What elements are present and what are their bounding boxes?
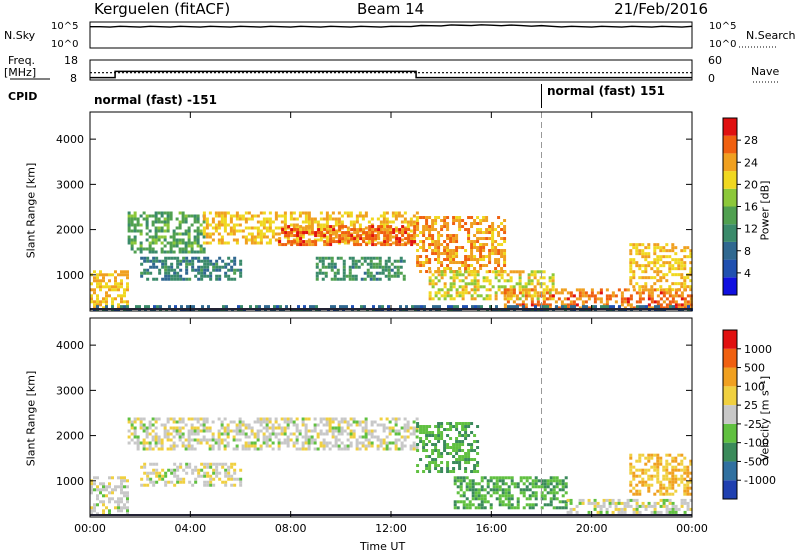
power-ytick-label: 2000 [56, 224, 84, 237]
power-echo-band [503, 288, 693, 310]
time-tick-label: 12:00 [375, 522, 407, 535]
power-colorbar-label: 12 [744, 223, 758, 236]
velocity-echo-band [566, 498, 693, 514]
velocity-colorbar-label: -100 [744, 437, 769, 450]
freq-tick-low: 8 [70, 72, 77, 85]
cpid-segment-label-2: normal (fast) 151 [547, 84, 665, 98]
power-ytick-label: 3000 [56, 178, 84, 191]
nave-tick-high: 60 [708, 54, 722, 67]
power-ytick-label: 1000 [56, 269, 84, 282]
power-colorbar-swatch [723, 206, 737, 225]
date-title: 21/Feb/2016 [614, 0, 708, 18]
velocity-ytick-label: 1000 [56, 475, 84, 488]
time-tick-label: 04:00 [174, 522, 206, 535]
cpid-label: CPID [8, 90, 38, 103]
power-plot-border [89, 111, 693, 312]
velocity-colorbar-label: -1000 [744, 474, 776, 487]
nsky-tick-high: 10^5 [51, 21, 79, 32]
cpid-segment-label-1: normal (fast) -151 [94, 93, 217, 107]
velocity-ytick-label: 2000 [56, 430, 84, 443]
time-tick-label: 16:00 [475, 522, 507, 535]
power-echo-band [278, 225, 417, 247]
velocity-echo-band [453, 476, 568, 510]
power-echo-band [315, 256, 406, 281]
velocity-echo-band [416, 422, 480, 474]
velocity-colorbar-swatch [723, 423, 737, 443]
time-tick-label: 00:00 [74, 522, 106, 535]
power-colorbar-label: 4 [744, 267, 751, 280]
velocity-colorbar-label: 100 [744, 380, 765, 393]
nsearch-tick-high: 10^5 [709, 21, 737, 32]
nsky-tick-low: 10^0 [51, 39, 79, 50]
velocity-ytick-label: 4000 [56, 339, 84, 352]
time-tick-label: 00:00 [676, 522, 708, 535]
power-colorbar-label: 16 [744, 201, 758, 214]
velocity-ytick-label: 3000 [56, 384, 84, 397]
time-tick-label: 08:00 [275, 522, 307, 535]
velocity-colorbar-swatch [723, 330, 737, 349]
power-colorbar-label: 28 [744, 134, 758, 147]
freq-panel-frame [89, 59, 693, 81]
power-echo-band [428, 270, 555, 301]
power-colorbar-swatch [723, 171, 737, 189]
freq-label-line2: [MHz] [4, 66, 37, 79]
nsky-trace [90, 24, 693, 28]
freq-label-line1: Freq. [8, 54, 36, 67]
freq-tick-high: 18 [64, 54, 78, 67]
power-colorbar-label: 8 [744, 245, 751, 258]
power-colorbar-label: 20 [744, 178, 758, 191]
station-title: Kerguelen (fitACF) [94, 0, 231, 18]
velocity-colorbar-label: 1000 [744, 343, 772, 356]
power-colorbar-label: 24 [744, 156, 758, 169]
power-colorbar-swatch [723, 277, 737, 295]
velocity-colorbar-label: 500 [744, 362, 765, 375]
nsky-label: N.Sky [4, 29, 36, 42]
velocity-colorbar-swatch [723, 386, 737, 406]
velocity-colorbar-label: -25 [744, 418, 762, 431]
velocity-colorbar-swatch [723, 405, 737, 424]
power-echo-band [629, 243, 693, 292]
power-colorbar-swatch [723, 259, 737, 278]
time-tick-label: 20:00 [576, 522, 608, 535]
nsky-panel-frame [89, 21, 693, 49]
velocity-echo-band [90, 476, 129, 516]
velocity-colorbar-swatch [723, 367, 737, 387]
nsearch-label: N.Search [746, 29, 796, 42]
power-echo-band [127, 211, 206, 254]
velocity-echo-band [629, 453, 693, 496]
velocity-colorbar-swatch [723, 461, 737, 481]
velocity-colorbar-frame [722, 329, 738, 500]
power-colorbar-swatch [723, 118, 737, 136]
velocity-colorbar-label: 25 [744, 399, 758, 412]
beam-title: Beam 14 [357, 0, 425, 18]
velocity-echo-band [127, 417, 419, 451]
power-colorbar-swatch [723, 188, 737, 207]
power-ytick-label: 4000 [56, 133, 84, 146]
nsearch-tick-low: 10^0 [709, 39, 737, 50]
power-colorbar-swatch [723, 153, 737, 172]
power-colorbar-swatch [723, 135, 737, 154]
velocity-colorbar-swatch [723, 348, 737, 368]
nave-label: Nave [751, 65, 780, 78]
velocity-plot-border [89, 317, 693, 518]
power-colorbar-swatch [723, 241, 737, 260]
power-echo-band [140, 256, 243, 281]
freq-trace [90, 70, 692, 79]
velocity-colorbar-swatch [723, 442, 737, 462]
velocity-colorbar-swatch [723, 480, 737, 499]
power-echo-band [416, 216, 507, 274]
time-axis-label: Time UT [360, 540, 406, 553]
velocity-echo-band [140, 462, 243, 487]
velocity-colorbar-label: -500 [744, 455, 769, 468]
power-colorbar-swatch [723, 224, 737, 242]
nave-tick-low: 0 [708, 72, 715, 85]
